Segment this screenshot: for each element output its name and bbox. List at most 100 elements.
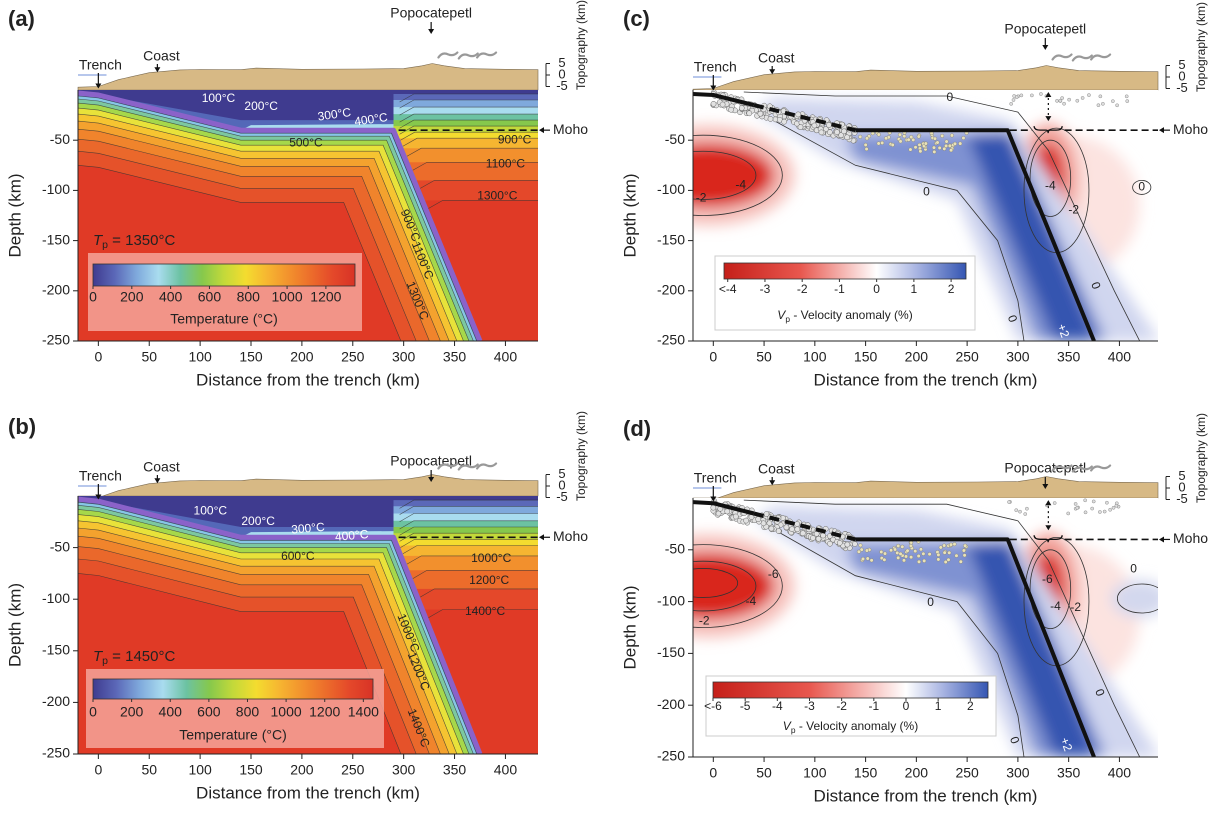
- panel: 0 50 100 150 200 250 300 350 400-250-200-150-100…: [620, 2, 1208, 390]
- earthquake: [844, 541, 851, 548]
- x-tick-label: 400: [494, 762, 518, 778]
- earthquake: [1111, 505, 1116, 510]
- isotherm: [420, 588, 538, 598]
- colorbar: [92, 678, 374, 700]
- isotherm: [399, 119, 538, 129]
- isotherm: [399, 125, 538, 135]
- earthquake: [856, 549, 861, 554]
- slab-top: [78, 496, 483, 754]
- bracket: [1033, 535, 1063, 543]
- earthquake: [1091, 499, 1096, 504]
- trench-label: Trench: [79, 57, 122, 73]
- slab-top: [693, 92, 755, 108]
- upper-plate-band: [98, 95, 394, 131]
- topography-tick-label: 0: [1178, 479, 1185, 494]
- contour-label: 1400°C: [465, 604, 505, 618]
- y-tick-label: -50: [50, 538, 70, 554]
- earthquake: [732, 513, 739, 520]
- x-tick-label: 200: [905, 765, 929, 781]
- x-tick-label: 400: [1108, 349, 1132, 365]
- eruption-plume: [475, 462, 498, 470]
- earthquake: [1052, 501, 1057, 505]
- colorbar-tick-label: -3: [760, 282, 771, 296]
- y-tick-label: -50: [665, 541, 685, 557]
- colorbar-tick-label: 1000: [271, 704, 302, 720]
- y-tick-label: -200: [42, 282, 70, 298]
- eruption-plume: [1071, 54, 1093, 62]
- earthquake: [1014, 508, 1019, 512]
- isotherm: [399, 505, 538, 515]
- contour-label: 500°C: [289, 135, 323, 149]
- bracket: [1033, 126, 1063, 134]
- colorbar-tick-label: -1: [868, 699, 879, 713]
- earthquake: [906, 137, 911, 142]
- topography-label: Topography (km): [574, 411, 588, 501]
- isotherm: [400, 131, 538, 141]
- x-tick-label: 150: [854, 765, 878, 781]
- earthquake: [1083, 510, 1088, 515]
- coast-label: Coast: [758, 461, 795, 477]
- earthquake: [917, 559, 922, 564]
- colorbar-tick-label: 0: [873, 282, 880, 296]
- contour-label: 1100°C: [486, 156, 526, 170]
- potential-temperature: Tp = 1350°C: [93, 232, 175, 251]
- earthquake: [876, 132, 881, 137]
- earthquake: [1124, 94, 1129, 99]
- earthquake: [757, 110, 764, 117]
- earthquake: [783, 524, 790, 531]
- x-axis-label: Distance from the trench (km): [196, 783, 420, 802]
- earthquake: [936, 552, 941, 557]
- subscript: p: [102, 655, 108, 667]
- arrow-head: [1045, 525, 1052, 531]
- x-tick-label: 200: [290, 762, 314, 778]
- isotherm: [78, 98, 474, 341]
- contour-label: 0: [1005, 313, 1021, 324]
- earthquake: [952, 542, 957, 547]
- earthquake: [1055, 99, 1059, 103]
- earthquake: [908, 543, 913, 548]
- colorbar-tick-label: 1000: [271, 289, 302, 305]
- earthquake: [811, 122, 818, 129]
- symbol: T: [93, 648, 104, 665]
- earthquake: [947, 143, 952, 148]
- earthquake: [1073, 502, 1078, 506]
- colorbar: [712, 681, 989, 699]
- isotherm: [412, 162, 538, 171]
- contour-label: 200°C: [244, 99, 278, 113]
- topography: [692, 476, 1159, 501]
- colorbar-tick-label: 2: [967, 699, 974, 713]
- earthquake: [836, 540, 843, 546]
- earthquake: [1125, 99, 1130, 103]
- contour-label: -2: [699, 613, 710, 627]
- x-tick-label: 0: [94, 349, 102, 365]
- earthquake: [1067, 97, 1071, 102]
- earthquake: [858, 543, 863, 548]
- earthquake: [896, 555, 901, 560]
- isotherm: [78, 546, 430, 754]
- eruption-plume: [437, 51, 459, 59]
- anomaly-field: [693, 98, 1158, 341]
- colorbar-tick-label: -2: [797, 282, 808, 296]
- high-velocity-anomaly: [1111, 579, 1158, 618]
- x-tick-label: 300: [392, 762, 416, 778]
- colorbar-tick-label: <-4: [719, 282, 737, 296]
- x-tick-label: 250: [341, 349, 365, 365]
- earthquake: [775, 528, 782, 534]
- earthquake: [958, 141, 963, 146]
- contour-label: 400°C: [334, 527, 369, 544]
- colorbar-tick-label: 1: [911, 282, 918, 296]
- arrow-head: [1045, 500, 1052, 506]
- y-tick-label: -250: [42, 745, 70, 761]
- contour-label: -2: [1068, 203, 1079, 217]
- colorbar-tick-label: 400: [159, 289, 183, 305]
- earthquake: [942, 550, 947, 555]
- contour: [743, 91, 1141, 341]
- earthquake: [921, 551, 926, 556]
- earthquake: [1090, 506, 1094, 511]
- earthquake: [904, 554, 909, 559]
- contour-label: -2: [696, 191, 707, 205]
- earthquake: [913, 145, 918, 150]
- colorbar-tick-label: 0: [89, 289, 97, 305]
- x-axis-label: Distance from the trench (km): [814, 786, 1038, 805]
